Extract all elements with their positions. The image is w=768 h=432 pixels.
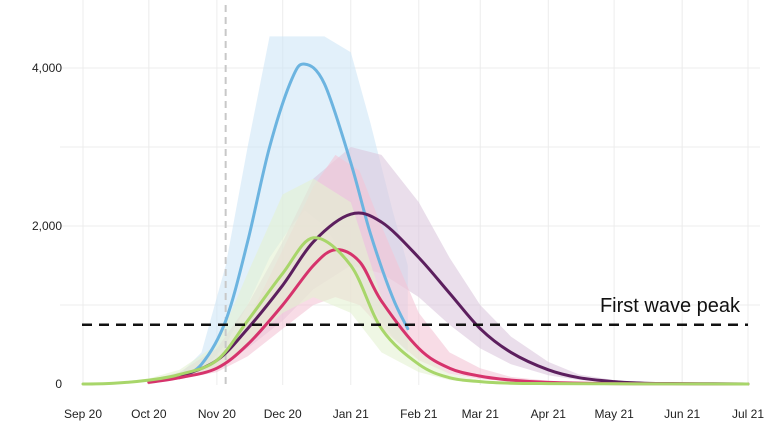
x-tick-label-5: Feb 21 [400,407,438,421]
x-tick-label-7: Apr 21 [531,407,567,421]
series-line-0 [178,62,410,380]
confidence-band-1 [148,147,749,384]
x-tick-label-1: Oct 20 [131,407,167,421]
series-line-3 [81,236,750,386]
x-tick-label-6: Mar 21 [462,407,500,421]
x-tick-label-2: Nov 20 [198,407,236,421]
x-tick-label-9: Jun 21 [664,407,700,421]
y-tick-label-0: 0 [55,377,62,391]
x-tick-label-4: Jan 21 [333,407,369,421]
y-tick-label-1: 2,000 [32,219,62,233]
confidence-band-3 [83,178,748,384]
reference-line-label: First wave peak [600,295,741,317]
x-tick-label-0: Sep 20 [64,407,102,421]
x-tick-label-8: May 21 [594,407,634,421]
series-lines [81,62,750,386]
y-axis-ticks: 0 2,000 4,000 [32,61,62,391]
x-tick-label-3: Dec 20 [264,407,302,421]
confidence-bands [83,36,749,384]
x-axis-ticks: Sep 20 Oct 20 Nov 20 Dec 20 Jan 21 Feb 21 Mar … [64,407,764,421]
reference-line-group: First wave peak [82,295,748,326]
x-tick-label-10: Jul 21 [732,407,764,421]
y-tick-label-2: 4,000 [32,61,62,75]
